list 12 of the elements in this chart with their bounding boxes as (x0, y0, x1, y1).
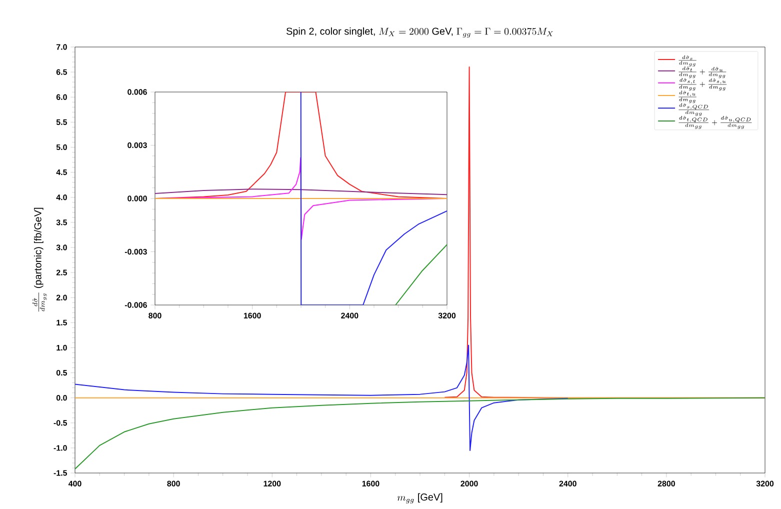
legend-label: $\frac{d\hat{\sigma}_s}{dm_{gg}}$ (678, 55, 696, 67)
line-series (75, 344, 568, 451)
chart-title: $\text{Spin 2, color singlet, }M_X = 2000\text{ GeV, }\Gamma_{gg} = \Gamma = 0.00375 M_X$ (286, 27, 553, 38)
y-axis-title: $\frac{d\hat{\sigma}}{dm_{gg}}\ \text{(partonic) [fb/GeV]}$ (32, 208, 47, 312)
legend-label: $\frac{d\hat{\sigma}_{t,QCD}}{dm_{gg}} + \frac{d\hat{\sigma}_{u,QCD}}{dm_{gg}}$ (678, 116, 752, 129)
line-series (75, 397, 766, 470)
legend-label: $\frac{d\hat{\sigma}_{s,t}}{dm_{gg}} + \frac{d\hat{\sigma}_{s,u}}{dm_{gg}}$ (678, 78, 727, 91)
legend-label: $\frac{d\hat{\sigma}_t}{dm_{gg}} + \frac{d\hat{\sigma}_u}{dm_{gg}}$ (678, 66, 726, 78)
line-series (300, 92, 448, 305)
x-axis-title: $m_{gg}\ \text{[GeV]}$ (397, 493, 442, 504)
legend-label: $\frac{d\hat{\sigma}_{t,u}}{dm_{gg}}$ (678, 90, 696, 104)
legend-label: $\frac{d\hat{\sigma}_{s,QCD}}{dm_{gg}}$ (678, 103, 709, 116)
